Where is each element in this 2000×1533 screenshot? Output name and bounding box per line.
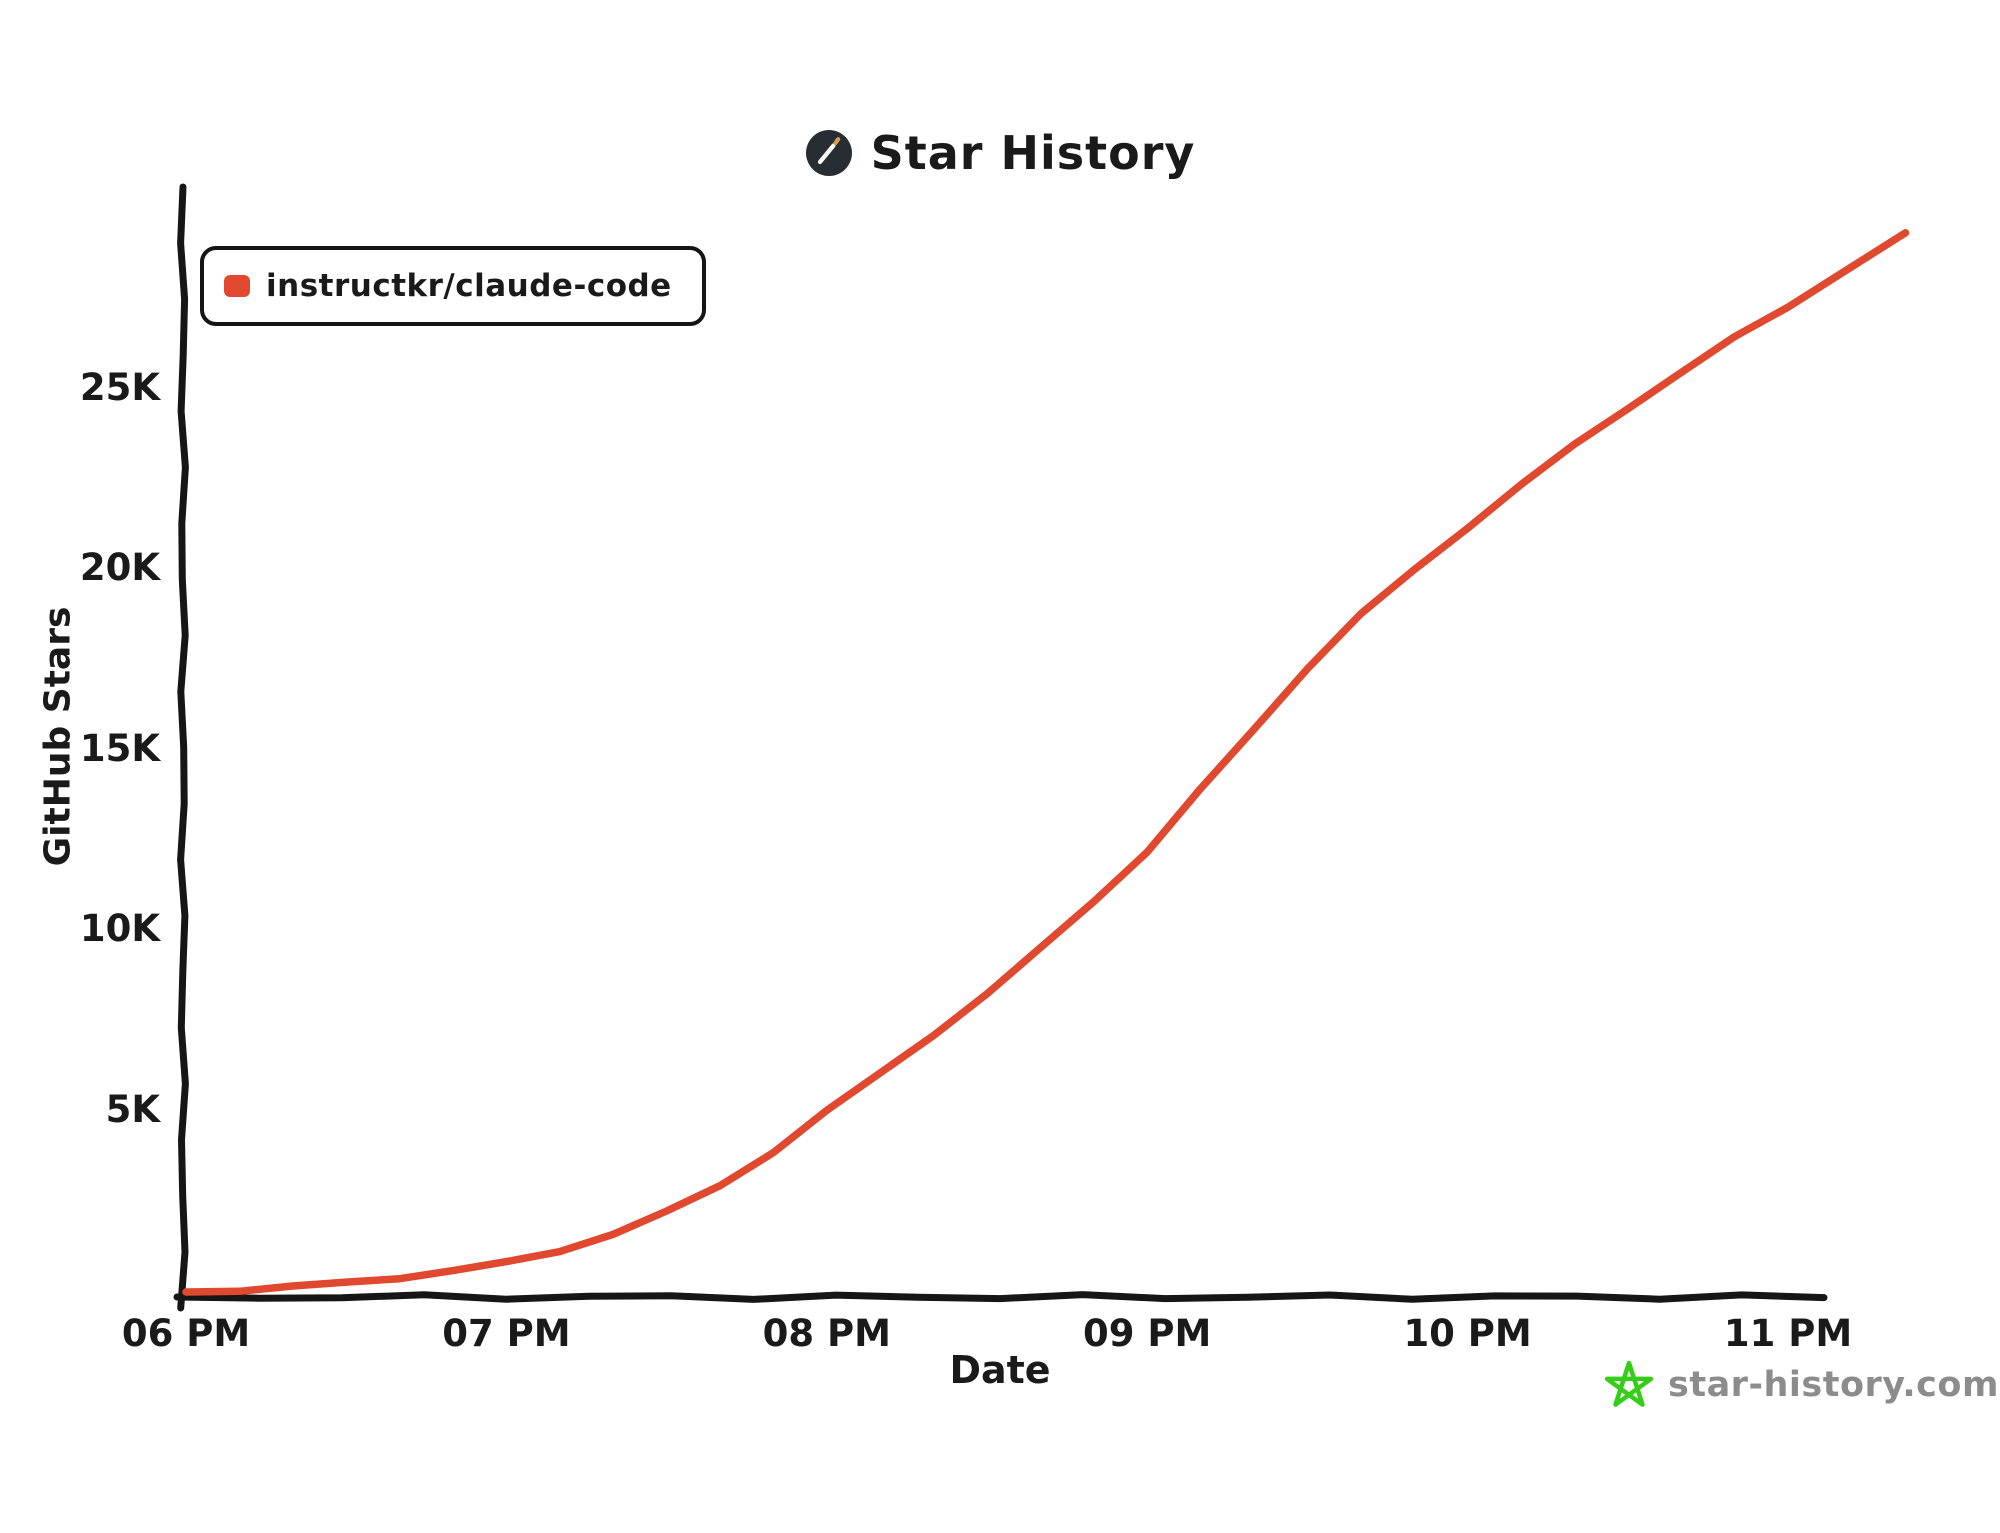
star-history-wand-icon (805, 130, 852, 176)
y-axis-line (177, 183, 189, 1312)
legend-swatch (224, 275, 250, 297)
chart-header: Star History (0, 126, 2000, 180)
y-axis-title: GitHub Stars (37, 606, 79, 867)
site-watermark[interactable]: star-history.com (1604, 1360, 1999, 1410)
legend-series-label: instructkr/claude-code (266, 268, 672, 304)
site-url: star-history.com (1668, 1365, 1999, 1405)
x-axis-line (173, 1291, 1828, 1303)
green-star-icon (1604, 1360, 1654, 1407)
x-axis-title: Date (949, 1348, 1051, 1392)
star-history-line (182, 229, 1910, 1296)
legend-box: instructkr/claude-code (200, 246, 706, 326)
page-title: Star History (870, 126, 1196, 180)
